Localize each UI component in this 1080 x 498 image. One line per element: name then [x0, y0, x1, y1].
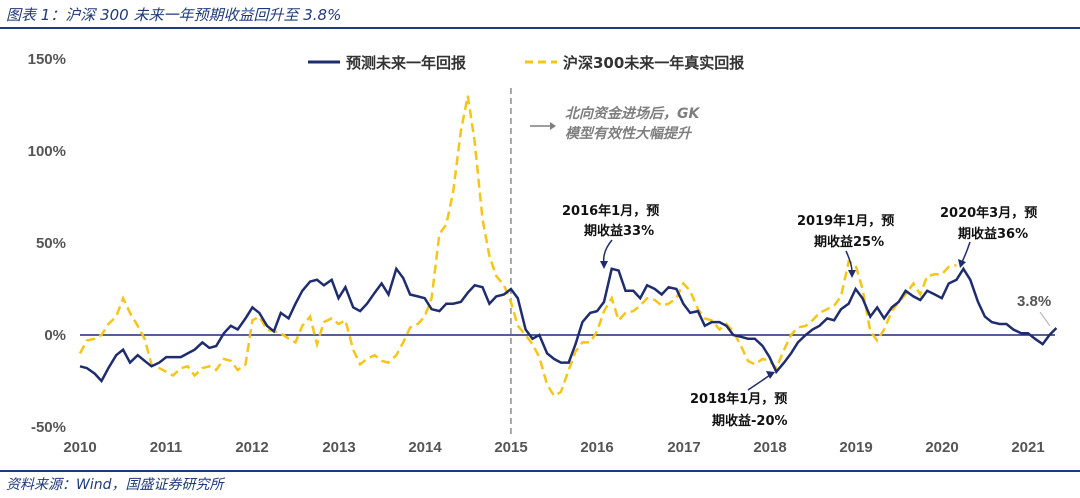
x-axis: 2010 2011 2012 2013 2014 2015 2016 2017 …	[63, 439, 1044, 456]
annotation-2019-line2: 期收益25%	[814, 234, 884, 250]
annotation-gk-line2: 模型有效性大幅提升	[565, 125, 693, 142]
y-axis: 150% 100% 50% 0% -50%	[28, 51, 66, 436]
x-tick-label: 2020	[925, 439, 958, 456]
annotation-2016: 2016年1月，预 期收益33%	[562, 203, 659, 269]
legend: 预测未来一年回报 沪深300未来一年真实回报	[308, 54, 744, 72]
legend-label-predicted: 预测未来一年回报	[346, 54, 466, 72]
annotation-2018-arrowhead	[766, 371, 775, 379]
annotation-2018-arrow	[747, 374, 771, 391]
legend-label-actual: 沪深300未来一年真实回报	[563, 54, 744, 72]
last-value-label: 3.8%	[1017, 293, 1051, 310]
annotation-2020-line2: 期收益36%	[958, 226, 1028, 242]
y-tick-label: 100%	[28, 143, 66, 160]
source-note: 资料来源：Wind，国盛证券研究所	[6, 477, 224, 493]
annotation-2016-arrow	[602, 239, 613, 265]
y-tick-label: 50%	[36, 235, 66, 252]
y-tick-label: 0%	[44, 327, 66, 344]
line-chart: 预测未来一年回报 沪深300未来一年真实回报 150% 100% 50% 0% …	[28, 51, 1058, 456]
chart-title: 图表 1：沪深 300 未来一年预期收益回升至 3.8%	[6, 6, 342, 24]
x-tick-label: 2014	[408, 439, 442, 456]
header-rule	[0, 27, 1080, 29]
chart-header: 图表 1：沪深 300 未来一年预期收益回升至 3.8%	[0, 0, 1080, 28]
annotation-gk-line1: 北向资金进场后，GK	[565, 105, 700, 122]
annotation-2016-line1: 2016年1月，预	[562, 203, 659, 219]
x-tick-label: 2019	[839, 439, 872, 456]
annotation-2016-arrowhead	[600, 261, 608, 269]
annotation-2019: 2019年1月，预 期收益25%	[797, 213, 894, 278]
annotation-2018-line1: 2018年1月，预	[690, 391, 787, 407]
annotation-2019-line1: 2019年1月，预	[797, 213, 894, 229]
x-tick-label: 2010	[63, 439, 96, 456]
x-tick-label: 2021	[1011, 439, 1044, 456]
x-tick-label: 2017	[667, 439, 700, 456]
annotation-2020-arrowhead	[958, 259, 966, 268]
annotation-gk-arrowhead	[550, 122, 556, 130]
annotation-last-value: 3.8%	[1017, 293, 1051, 327]
annotation-2019-arrowhead	[848, 270, 856, 278]
annotation-2018: 2018年1月，预 期收益-20%	[690, 371, 788, 429]
x-tick-label: 2013	[322, 439, 355, 456]
y-tick-label: 150%	[28, 51, 66, 68]
footer-rule	[0, 470, 1080, 472]
annotation-2016-line2: 期收益33%	[584, 223, 654, 239]
x-tick-label: 2016	[580, 439, 613, 456]
annotation-2020-line1: 2020年3月，预	[940, 205, 1037, 221]
x-tick-label: 2015	[494, 439, 527, 456]
last-value-leader	[1039, 311, 1051, 327]
x-tick-label: 2011	[150, 439, 183, 456]
series-line-actual	[78, 95, 957, 398]
annotation-gk: 北向资金进场后，GK 模型有效性大幅提升	[530, 105, 700, 142]
y-tick-label: -50%	[31, 419, 66, 436]
x-tick-label: 2012	[235, 439, 268, 456]
series-line-predicted	[79, 266, 1058, 384]
annotation-2020-arrow	[961, 241, 971, 263]
x-tick-label: 2018	[753, 439, 786, 456]
annotation-2020: 2020年3月，预 期收益36%	[940, 205, 1037, 268]
annotation-2018-line2: 期收益-20%	[712, 413, 788, 429]
